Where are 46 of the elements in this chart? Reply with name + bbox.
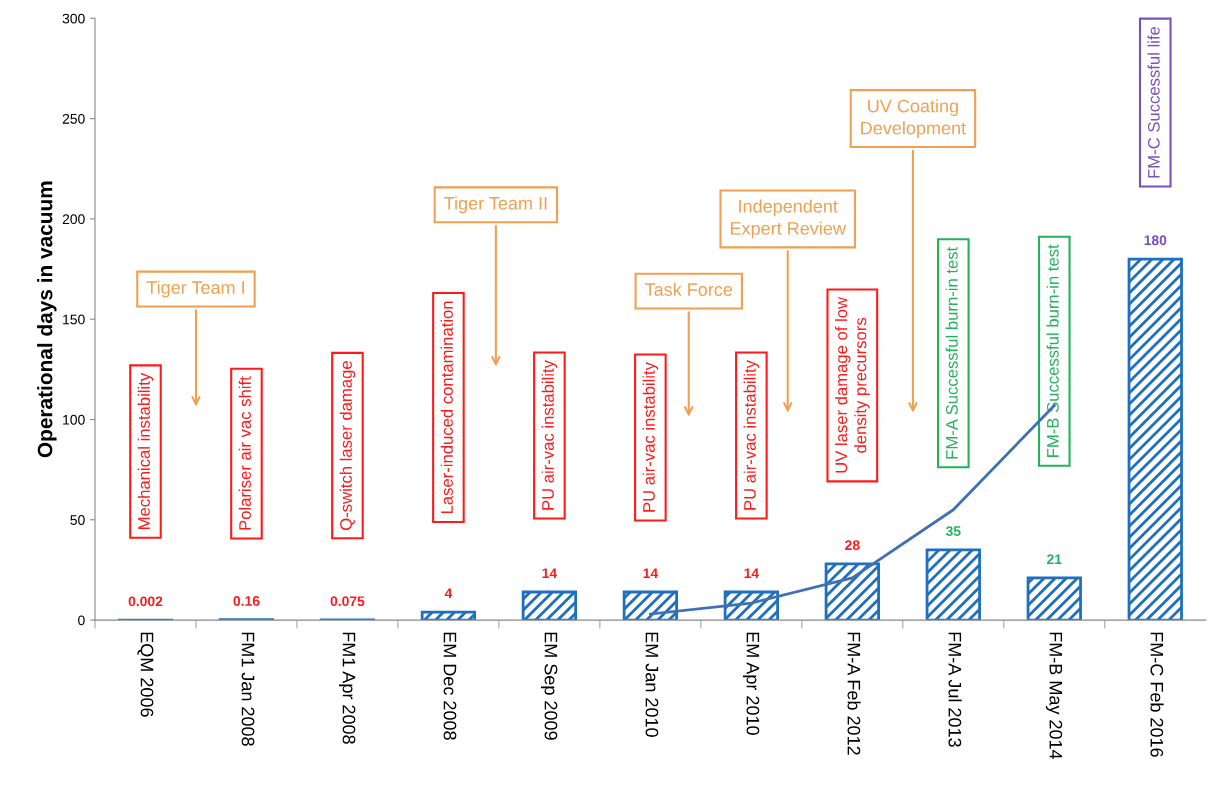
annotation: Q-switch laser damage <box>339 361 356 530</box>
y-tick-label: 150 <box>63 314 85 325</box>
data-label: 180 <box>1144 235 1167 246</box>
y-tick-label: 100 <box>63 414 85 425</box>
y-tick-label: 50 <box>70 515 85 525</box>
annotation: Mechanical instability <box>137 372 154 529</box>
x-tick-label: FM-C Feb 2016 <box>1150 632 1164 757</box>
annotation: FM-C Successful life <box>1147 26 1160 178</box>
annotation: FM-A Successful burn-in test <box>945 246 958 459</box>
x-tick-label: EM Apr 2010 <box>742 632 760 735</box>
x-tick-label: EM Sep 2009 <box>540 632 558 740</box>
data-label: 14 <box>643 568 659 579</box>
y-tick-label: 300 <box>62 13 85 24</box>
annotation: Tiger Team II <box>444 196 547 214</box>
x-tick-label: EQM 2006 <box>137 632 154 717</box>
data-label: 14 <box>542 568 558 579</box>
data-label: 28 <box>845 540 860 551</box>
annotation: Polariser air vac shift <box>238 376 251 530</box>
annotation: PU air-vac instability <box>541 360 558 510</box>
y-tick-label: 0 <box>78 615 85 626</box>
x-tick-label: FM-B May 2014 <box>1045 632 1063 760</box>
data-label: 0.16 <box>233 596 260 606</box>
annotation: Laser-induced contamination <box>440 301 453 514</box>
annotation: FM-B Successful burn-in test <box>1046 244 1059 457</box>
annotation: UV Coating Development <box>861 99 966 139</box>
annotation: Independent Expert Review <box>730 199 846 239</box>
annotation: Task Force <box>645 282 733 296</box>
annotation: PU air-vac instability <box>642 362 659 512</box>
x-tick-label: FM1 Apr 2008 <box>339 632 356 744</box>
data-label: 35 <box>945 526 961 537</box>
annotation: PU air-vac instability <box>743 360 760 510</box>
y-axis-title: Operational days in vacuum <box>37 181 57 458</box>
x-tick-label: FM-A Feb 2012 <box>847 632 861 755</box>
y-tick-label: 200 <box>62 214 85 225</box>
data-label: 0.002 <box>128 596 163 607</box>
data-label: 4 <box>444 588 453 599</box>
data-label: 0.075 <box>330 596 365 607</box>
annotation: Tiger Team I <box>146 280 244 298</box>
x-tick-label: EM Jan 2010 <box>645 632 659 737</box>
annotation: UV laser damage of low density precursors <box>834 296 870 473</box>
x-tick-label: EM Dec 2008 <box>443 632 457 740</box>
data-label: 21 <box>1047 554 1062 564</box>
data-label: 14 <box>744 568 760 579</box>
x-tick-label: FM-A Jul 2013 <box>948 632 962 747</box>
y-tick-label: 250 <box>62 113 85 124</box>
x-tick-label: FM1 Jan 2008 <box>241 632 255 746</box>
